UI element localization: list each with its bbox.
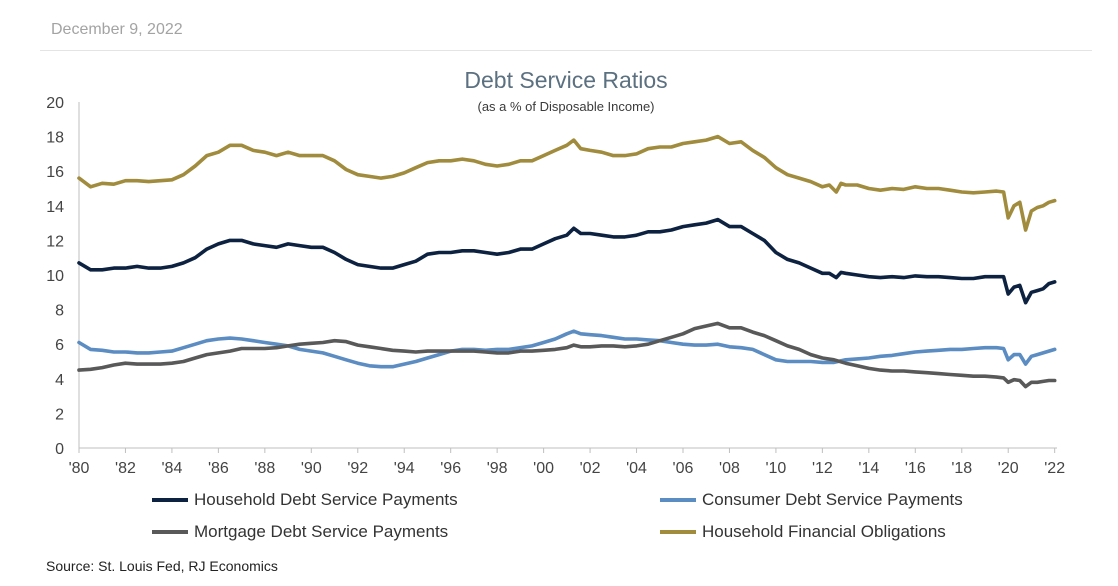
header-divider (40, 50, 1092, 51)
chart-subtitle: (as a % of Disposable Income) (477, 99, 654, 114)
x-tick-label: '06 (673, 460, 694, 477)
chart-title: Debt Service Ratios (464, 67, 667, 93)
legend-swatch (660, 530, 696, 534)
x-tick-label: '92 (347, 460, 368, 477)
x-tick-label: '80 (69, 460, 90, 477)
y-tick-label: 8 (55, 303, 64, 320)
x-tick-label: '98 (487, 460, 508, 477)
y-tick-label: 18 (46, 130, 64, 147)
x-tick-label: '02 (580, 460, 601, 477)
legend-item-financial-obligations: Household Financial Obligations (660, 522, 946, 542)
series-line-3 (77, 134, 1057, 232)
axes: 0 2 4 6 8 10 12 14 16 18 20 '80 '82 '84 '86 '88 '90 '92 '9… (46, 95, 1065, 477)
series-lines (77, 134, 1057, 389)
x-tick-label: '04 (626, 460, 647, 477)
x-tick-label: '08 (719, 460, 740, 477)
x-tick-label: '82 (115, 460, 136, 477)
legend-item-consumer-debt: Consumer Debt Service Payments (660, 490, 963, 510)
x-tick-label: '10 (765, 460, 786, 477)
x-tick-label: '90 (301, 460, 322, 477)
legend-item-household-debt: Household Debt Service Payments (152, 490, 458, 510)
series-line-0 (77, 217, 1057, 305)
x-tick-label: '88 (254, 460, 275, 477)
series-line-2 (77, 321, 1057, 389)
x-tick-label: '96 (440, 460, 461, 477)
x-tick-label: '12 (812, 460, 833, 477)
legend-swatch (152, 530, 188, 534)
x-tick-label: '00 (533, 460, 554, 477)
y-tick-label: 2 (55, 406, 64, 423)
source-note: Source: St. Louis Fed, RJ Economics (46, 558, 278, 574)
x-tick-label: '14 (858, 460, 879, 477)
x-tick-label: '86 (208, 460, 229, 477)
legend-swatch (152, 498, 188, 502)
y-tick-label: 16 (46, 164, 64, 181)
y-tick-label: 12 (46, 233, 64, 250)
legend-label: Household Debt Service Payments (194, 490, 458, 509)
y-tick-label: 10 (46, 268, 64, 285)
legend-item-mortgage-debt: Mortgage Debt Service Payments (152, 522, 448, 542)
y-tick-label: 0 (55, 441, 64, 458)
y-tick-label: 20 (46, 95, 64, 112)
report-date: December 9, 2022 (51, 21, 183, 38)
x-tick-label: '84 (161, 460, 182, 477)
x-tick-label: '16 (905, 460, 926, 477)
legend-label: Household Financial Obligations (702, 522, 946, 541)
legend-swatch (660, 498, 696, 502)
x-tick-label: '20 (998, 460, 1019, 477)
x-tick-label: '94 (394, 460, 415, 477)
legend-label: Consumer Debt Service Payments (702, 490, 963, 509)
y-tick-label: 14 (46, 199, 64, 216)
x-tick-label: '18 (951, 460, 972, 477)
x-tick-label: '22 (1044, 460, 1065, 477)
legend-label: Mortgage Debt Service Payments (194, 522, 449, 541)
series-line-1 (77, 329, 1057, 369)
y-tick-label: 6 (55, 337, 64, 354)
y-tick-label: 4 (55, 372, 64, 389)
